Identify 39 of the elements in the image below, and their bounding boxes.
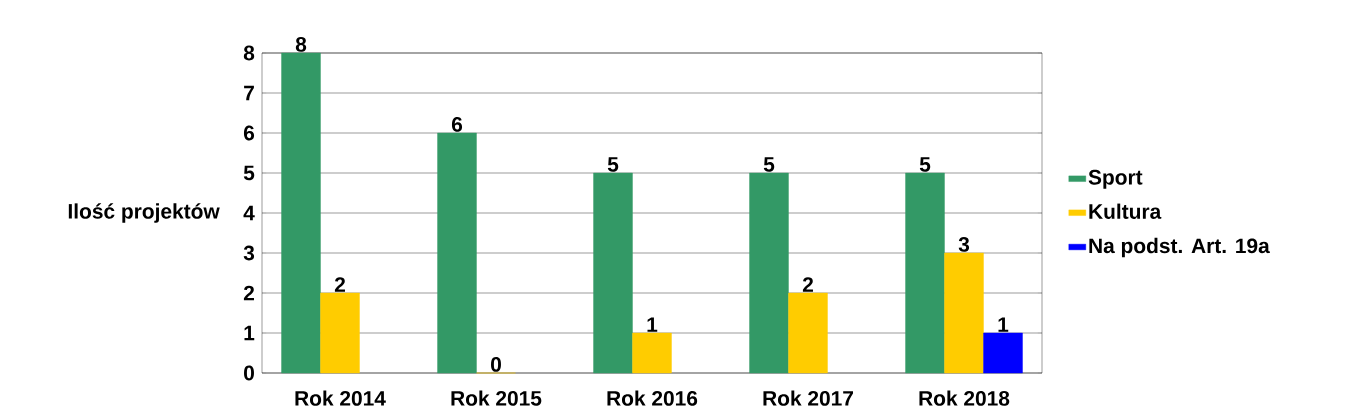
bar <box>593 172 633 374</box>
y-tick-label: 8 <box>243 45 255 61</box>
bar <box>632 332 672 374</box>
data-label: 1 <box>647 317 658 332</box>
x-tick-label: Rok 2015 <box>451 390 542 406</box>
data-label: 5 <box>763 157 775 172</box>
bar <box>749 172 789 374</box>
y-tick-label: 6 <box>243 125 255 141</box>
bar <box>983 332 1023 374</box>
data-label: 1 <box>998 317 1009 332</box>
data-label: 2 <box>802 277 813 292</box>
data-label: 6 <box>451 116 463 132</box>
y-axis-title: Ilość projektów <box>68 203 220 223</box>
bar <box>905 172 945 374</box>
bar <box>437 132 477 374</box>
data-label: 3 <box>958 236 970 252</box>
y-tick-label: 2 <box>243 285 254 301</box>
y-tick-label: 5 <box>243 165 255 181</box>
x-tick-label: Rok 2018 <box>919 390 1010 406</box>
bar <box>281 52 321 374</box>
legend-label: Na podst. Art. 19a <box>1089 237 1270 258</box>
data-label: 0 <box>491 356 501 372</box>
data-label: 8 <box>295 36 307 52</box>
y-tick-label: 4 <box>243 205 255 221</box>
bar <box>944 252 984 374</box>
x-tick-label: Rok 2014 <box>295 390 386 406</box>
data-label: 5 <box>607 157 619 172</box>
x-tick-label: Rok 2017 <box>763 390 853 406</box>
bar <box>788 292 828 374</box>
bar <box>320 292 360 374</box>
y-tick-label: 7 <box>244 85 254 101</box>
data-label: 2 <box>334 277 345 292</box>
y-tick-label: 3 <box>243 245 255 261</box>
y-tick-label: 0 <box>244 365 254 381</box>
data-label: 5 <box>919 157 931 172</box>
x-tick-label: Rok 2016 <box>607 390 698 406</box>
legend-label: Sport <box>1088 169 1143 189</box>
y-tick-label: 1 <box>244 325 255 341</box>
legend-label: Kultura <box>1089 203 1162 219</box>
